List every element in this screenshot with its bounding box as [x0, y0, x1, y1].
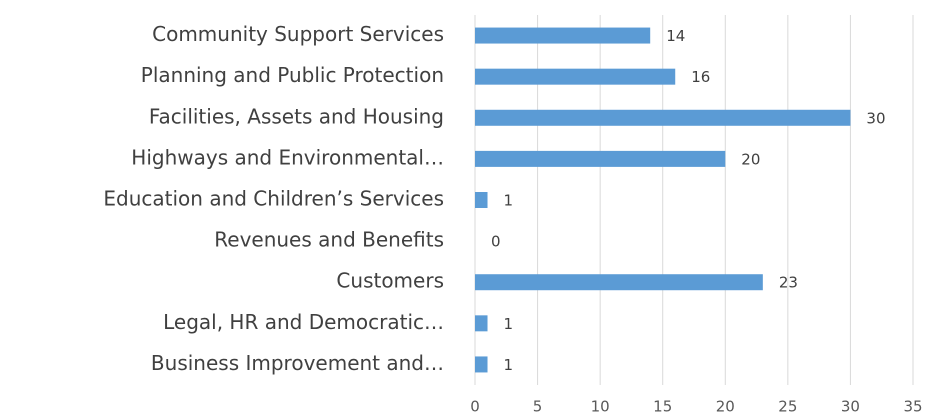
x-tick-label: 20: [716, 398, 735, 414]
x-tick-label: 15: [653, 398, 672, 414]
bar: [475, 274, 763, 291]
bar: [475, 27, 651, 44]
data-label: 16: [691, 68, 710, 86]
data-label: 1: [504, 356, 514, 374]
bar: [475, 109, 851, 126]
y-tick-label: Education and Children’s Services: [103, 187, 444, 211]
y-tick-label: Planning and Public Protection: [141, 63, 444, 87]
y-tick-label: Legal, HR and Democratic…: [163, 310, 444, 334]
x-tick-label: 10: [591, 398, 610, 414]
bar: [475, 356, 488, 373]
bar: [475, 150, 726, 167]
x-tick-label: 30: [841, 398, 860, 414]
y-tick-label: Revenues and Benefits: [214, 228, 444, 252]
bar: [475, 315, 488, 332]
data-label: 1: [504, 192, 514, 210]
data-label: 1: [504, 315, 514, 333]
data-label: 30: [866, 109, 885, 127]
x-tick-label: 5: [533, 398, 543, 414]
data-label: 14: [666, 27, 685, 45]
y-tick-label: Community Support Services: [152, 22, 444, 46]
x-tick-label: 25: [778, 398, 797, 414]
data-label: 20: [741, 150, 760, 168]
x-tick-label: 35: [903, 398, 922, 414]
y-tick-label: Business Improvement and…: [151, 351, 444, 375]
bar: [475, 192, 488, 208]
y-tick-label: Customers: [336, 269, 444, 293]
data-label: 23: [779, 274, 798, 292]
x-tick-label: 0: [470, 398, 480, 414]
y-tick-label: Highways and Environmental…: [131, 145, 444, 169]
y-tick-label: Facilities, Assets and Housing: [149, 104, 444, 128]
data-label: 0: [491, 233, 501, 251]
bar: [475, 68, 676, 85]
